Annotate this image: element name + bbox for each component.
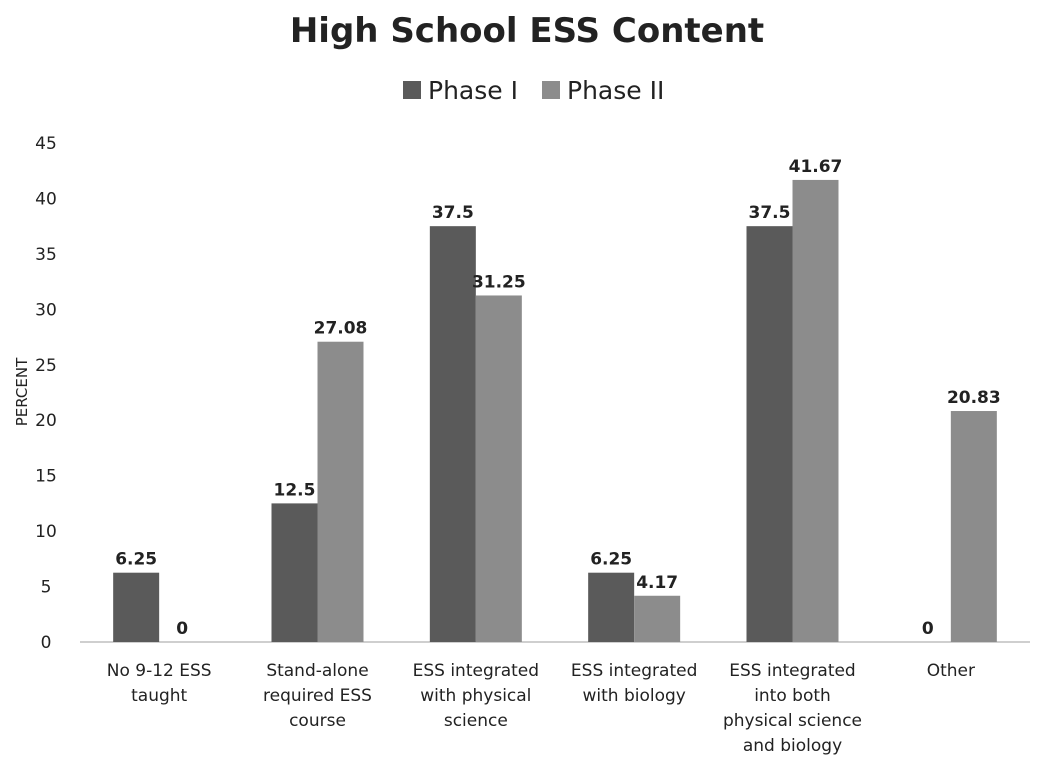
y-tick-label: 35 [35,245,57,265]
y-tick-label: 20 [35,411,57,431]
category-label: Other [927,661,975,681]
bar-phase-1 [272,503,318,642]
category-label: Stand-alone required ESS course [263,661,372,731]
bar-phase-1 [113,573,159,642]
data-label: 31.25 [472,272,526,292]
legend-label-1: Phase I [428,76,518,105]
category-label: ESS integrated with physical science [413,661,539,731]
data-label: 20.83 [947,388,1001,408]
y-axis-label: PERCENT [13,357,31,426]
y-tick-label: 40 [35,189,57,209]
bar-phase-1 [430,226,476,642]
bar-phase-2 [634,596,680,642]
data-label: 41.67 [789,157,843,177]
bar-phase-2 [318,342,364,642]
y-tick-label: 30 [35,300,57,320]
data-label: 6.25 [115,550,157,570]
legend-swatch-2 [542,81,560,99]
data-label: 37.5 [432,203,474,223]
bar-phase-2 [476,295,522,642]
category-labels: No 9-12 ESS taught Stand-alone required ESS… [107,661,975,756]
y-tick-label: 25 [35,356,57,376]
data-label: 37.5 [749,203,791,223]
data-labels: 6.25012.527.0837.531.256.254.1737.541.67… [115,157,1001,639]
data-label: 0 [176,619,188,639]
category-label: No 9-12 ESS taught [107,661,212,706]
y-tick-label: 0 [41,633,52,653]
data-label: 27.08 [314,319,368,339]
category-label: ESS integrated into both physical science a… [723,661,862,756]
legend: Phase I Phase II [403,76,664,105]
y-tick-label: 15 [35,467,57,487]
y-tick-label: 45 [35,134,57,154]
y-tick-label: 5 [41,578,52,598]
y-tick-label: 10 [35,522,57,542]
data-label: 0 [922,619,934,639]
legend-swatch-1 [403,81,421,99]
chart-title: High School ESS Content [290,11,764,51]
data-label: 4.17 [636,573,678,593]
category-label: ESS integrated with biology [571,661,697,706]
bars [113,180,997,642]
y-axis: 0 5 10 15 20 25 30 35 40 45 [35,134,57,653]
data-label: 6.25 [590,550,632,570]
bar-phase-1 [747,226,793,642]
bar-phase-2 [793,180,839,642]
data-label: 12.5 [274,480,316,500]
legend-label-2: Phase II [567,76,664,105]
bar-phase-1 [588,573,634,642]
bar-phase-2 [951,411,997,642]
